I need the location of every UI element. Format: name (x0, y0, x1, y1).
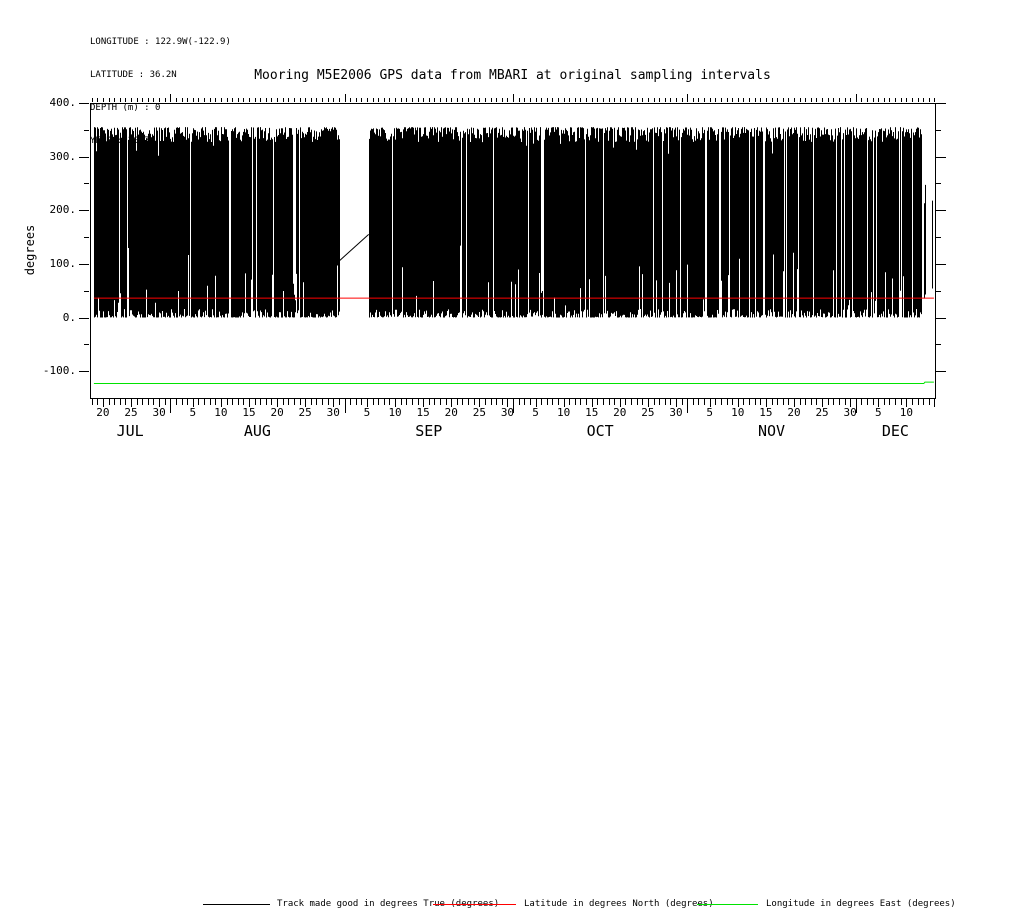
y-tick-label-0: 0. (62, 311, 76, 324)
x-tick-label-aug-10: 10 (214, 406, 228, 419)
x-tick-label-dec-5: 5 (874, 406, 882, 419)
x-tick-label-aug-25: 25 (298, 406, 312, 419)
plot-page: LONGITUDE : 122.9W(-122.9) LATITUDE : 36… (0, 37, 1009, 909)
plot-frame (90, 103, 936, 399)
plot-area (79, 94, 946, 413)
x-tick-label-oct-5: 5 (532, 406, 539, 419)
x-tick-label-nov-10: 10 (731, 406, 745, 419)
info-longitude: LONGITUDE : 122.9W(-122.9) (90, 37, 231, 47)
x-tick-label-nov-25: 25 (815, 406, 829, 419)
axis-ticks (79, 94, 946, 413)
month-label-dec: DEC (881, 422, 909, 440)
x-tick-label-aug-15: 15 (242, 406, 256, 419)
x-tick-label-nov-5: 5 (706, 406, 714, 419)
info-latitude: LATITUDE : 36.2N (90, 70, 177, 80)
x-tick-label-dec-10: 10 (899, 406, 913, 419)
x-tick-label-nov-20: 20 (787, 406, 801, 419)
legend-label-latitude: Latitude in degrees North (degrees) (524, 899, 714, 909)
info-depth: DEPTH (m) : 0 (90, 103, 161, 113)
x-tick-label-aug-20: 20 (270, 406, 284, 419)
month-label-sep: SEP (415, 422, 443, 440)
x-tick-label-sep-30: 30 (500, 406, 515, 419)
y-tick-label--100: -100. (42, 364, 76, 377)
legend-line-track (203, 904, 270, 905)
x-tick-label-jul-30: 30 (152, 406, 166, 419)
x-tick-label-oct-20: 20 (613, 406, 627, 419)
x-tick-label-jul-20: 20 (96, 406, 110, 419)
chart-title: Mooring M5E2006 GPS data from MBARI at o… (254, 68, 771, 83)
x-tick-label-sep-25: 25 (472, 406, 486, 419)
legend: Track made good in degrees True (degrees… (0, 448, 1009, 909)
x-tick-label-sep-5: 5 (363, 406, 371, 419)
x-tick-label-oct-15: 15 (585, 406, 599, 419)
x-tick-label-oct-30: 30 (669, 406, 683, 419)
y-tick-label-100: 100. (49, 257, 77, 270)
legend-line-longitude (697, 904, 758, 905)
month-label-oct: OCT (586, 422, 614, 440)
x-tick-label-sep-20: 20 (444, 406, 458, 419)
x-tick-label-oct-10: 10 (557, 406, 571, 419)
gap-connector-line (338, 234, 370, 262)
month-label-nov: NOV (757, 422, 786, 440)
y-tick-label-400: 400. (49, 96, 77, 109)
x-tick-label-jul-25: 25 (124, 406, 138, 419)
x-tick-label-nov-30: 30 (843, 406, 857, 419)
y-tick-label-300: 300. (49, 150, 77, 163)
month-label-jul: JUL (116, 422, 144, 440)
legend-label-longitude: Longitude in degrees East (degrees) (766, 899, 956, 909)
series-line-longitude (93, 381, 934, 384)
x-tick-label-oct-25: 25 (641, 406, 655, 419)
x-tick-label-nov-15: 15 (759, 406, 773, 419)
x-tick-label-sep-10: 10 (388, 406, 402, 419)
series-track-band (94, 127, 933, 318)
legend-line-latitude (433, 904, 516, 905)
axis-labels-layer: 20 25 30 5 10 15 20 25 30 5 10 15 20 25 30 5 10 15 20 25 30 5… (42, 96, 913, 440)
month-label-aug: AUG (243, 422, 271, 440)
y-tick-label-200: 200. (49, 203, 77, 216)
x-tick-label-sep-15: 15 (416, 406, 430, 419)
x-tick-label-aug-5: 5 (189, 406, 197, 419)
x-tick-label-aug-30: 30 (326, 406, 340, 419)
